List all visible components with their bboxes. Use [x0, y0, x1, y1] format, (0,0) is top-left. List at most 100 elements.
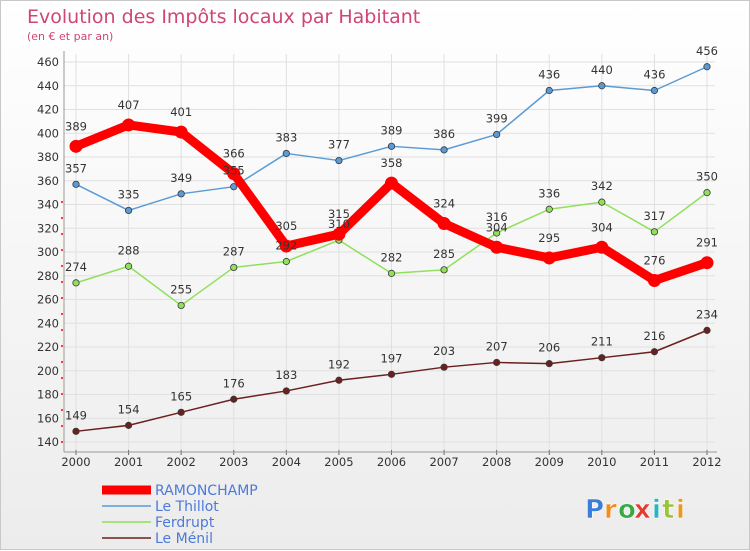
data-label: 207 — [486, 339, 508, 353]
data-point — [279, 239, 293, 253]
data-label: 407 — [118, 98, 140, 112]
x-tick-label: 2004 — [272, 455, 301, 469]
data-label: 304 — [486, 220, 508, 234]
y-tick-label: 380 — [37, 150, 59, 164]
data-point — [332, 227, 346, 241]
data-label: 366 — [223, 147, 245, 161]
brand-letter: o — [618, 495, 636, 525]
data-point — [124, 206, 133, 215]
data-point — [493, 358, 501, 367]
x-tick-label: 2005 — [324, 455, 353, 469]
data-point — [387, 370, 396, 378]
data-point — [122, 118, 136, 132]
data-point — [385, 176, 398, 190]
data-point — [227, 167, 241, 181]
data-label: 399 — [486, 111, 508, 125]
data-point — [282, 387, 290, 395]
data-label: 285 — [433, 247, 455, 261]
data-point — [493, 229, 501, 237]
data-point — [703, 326, 711, 334]
data-point — [650, 228, 659, 236]
data-point — [335, 376, 343, 384]
brand-letter: i — [676, 495, 685, 525]
data-label: 315 — [328, 207, 350, 221]
y-tick-label: 240 — [37, 316, 59, 330]
brand-letter: P — [585, 495, 604, 525]
x-tick-label: 2006 — [377, 455, 406, 469]
y-tick-label: 300 — [37, 245, 59, 259]
data-point — [650, 348, 659, 356]
data-label: 255 — [170, 282, 192, 296]
data-point — [387, 142, 396, 150]
y-tick-label: 140 — [37, 435, 59, 449]
data-point — [282, 149, 290, 158]
x-tick-label: 2002 — [167, 455, 196, 469]
y-tick-label: 260 — [37, 293, 59, 307]
data-label: 342 — [591, 179, 613, 193]
data-point — [700, 256, 714, 270]
data-point — [282, 257, 290, 266]
data-point — [703, 189, 711, 197]
data-point — [230, 183, 238, 191]
x-tick-label: 2000 — [61, 455, 90, 469]
brand-letter: r — [604, 495, 617, 525]
data-point — [124, 421, 133, 429]
data-label: 276 — [643, 254, 665, 268]
y-tick-label: 400 — [37, 126, 59, 140]
data-label: 295 — [538, 231, 560, 245]
data-label: 291 — [696, 236, 718, 250]
data-point — [124, 262, 133, 270]
legend-label: RAMONCHAMP — [155, 483, 258, 499]
y-tick-label: 460 — [37, 55, 59, 69]
data-label: 336 — [538, 186, 560, 200]
data-label: 358 — [381, 156, 403, 170]
data-point — [545, 205, 553, 213]
y-tick-label: 440 — [37, 79, 59, 93]
data-label: 383 — [275, 130, 297, 144]
data-label: 206 — [538, 341, 560, 355]
data-label: 234 — [696, 307, 718, 321]
data-point — [174, 125, 188, 139]
y-tick-label: 360 — [37, 174, 59, 188]
data-label: 324 — [433, 197, 455, 211]
data-point — [72, 279, 80, 287]
data-point — [177, 301, 185, 310]
data-point — [440, 146, 448, 154]
x-tick-label: 2007 — [429, 455, 458, 469]
data-label: 357 — [65, 161, 87, 175]
chart-subtitle: (en € et par an) — [27, 30, 113, 43]
data-label: 349 — [170, 171, 192, 185]
y-tick-label: 160 — [37, 411, 59, 425]
data-point — [387, 269, 396, 277]
legend-label: Le Ménil — [155, 531, 213, 547]
data-label: 183 — [275, 368, 297, 382]
data-point — [230, 395, 238, 403]
x-tick-label: 2001 — [114, 455, 143, 469]
legend-label: Ferdrupt — [155, 515, 215, 531]
data-label: 287 — [223, 244, 245, 258]
data-label: 401 — [170, 105, 192, 119]
data-point — [440, 363, 448, 371]
data-point — [177, 190, 185, 198]
data-label: 282 — [381, 250, 403, 264]
data-point — [647, 274, 661, 287]
y-tick-label: 420 — [37, 103, 59, 117]
data-label: 176 — [223, 376, 245, 390]
data-point — [703, 63, 711, 71]
data-label: 203 — [433, 344, 455, 358]
data-label: 197 — [381, 351, 403, 365]
y-tick-label: 340 — [37, 198, 59, 212]
data-point — [69, 139, 83, 153]
data-label: 389 — [65, 119, 87, 133]
data-point — [595, 240, 609, 254]
x-tick-label: 2009 — [535, 455, 564, 469]
data-label: 165 — [170, 389, 192, 403]
data-label: 274 — [65, 260, 87, 274]
data-point — [650, 86, 659, 95]
y-tick-label: 200 — [37, 364, 59, 378]
data-point — [335, 156, 343, 165]
data-label: 288 — [118, 243, 140, 257]
